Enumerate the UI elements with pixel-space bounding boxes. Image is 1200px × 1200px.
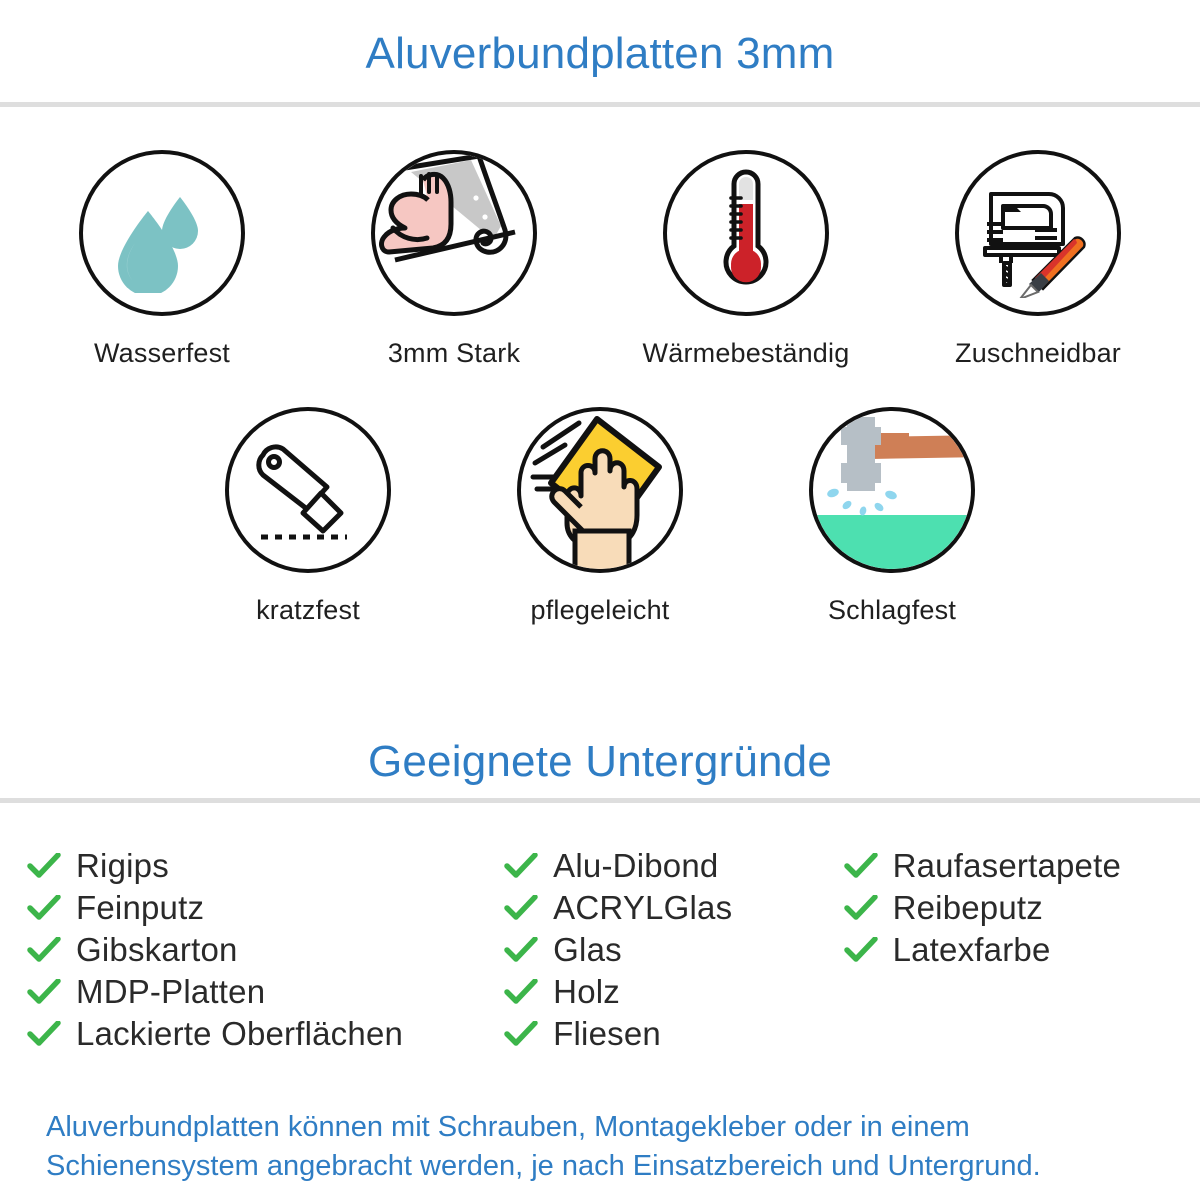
list-item-label: Holz: [553, 973, 620, 1010]
list-item-label: Alu-Dibond: [553, 847, 719, 884]
list-item-label: Gibskarton: [76, 931, 238, 968]
feature-label: kratzfest: [256, 595, 360, 625]
check-mark-icon: [24, 977, 64, 1007]
feature-circle: [663, 150, 829, 316]
check-mark-icon: [841, 893, 881, 923]
list-item[interactable]: Holz: [501, 971, 840, 1013]
list-item-label: Fliesen: [553, 1015, 661, 1052]
check-mark-icon: [501, 851, 541, 881]
page-title: Aluverbundplatten 3mm: [365, 29, 835, 78]
feature-3mm-stark[interactable]: 3mm Stark: [339, 150, 569, 369]
thermometer-icon: [723, 169, 769, 285]
check-mark-icon: [24, 851, 64, 881]
list-item[interactable]: Feinputz: [24, 887, 501, 929]
check-mark-icon: [501, 1019, 541, 1049]
jigsaw-cutter-icon: [983, 192, 1086, 298]
list-item-label: Latexfarbe: [892, 931, 1051, 968]
feature-row-2: kratzfest: [0, 407, 1200, 626]
feature-label: pflegeleicht: [530, 595, 670, 625]
substrate-column-2: Alu-Dibond ACRYLGlas Glas Holz Fliesen: [501, 845, 840, 1055]
list-item[interactable]: ACRYLGlas: [501, 887, 840, 929]
section-title-substrates: Geeignete Untergründe: [367, 737, 833, 786]
feature-zuschneidbar[interactable]: Zuschneidbar: [923, 150, 1153, 369]
feature-pflegeleicht[interactable]: pflegeleicht: [485, 407, 715, 626]
list-item-label: ACRYLGlas: [553, 889, 733, 926]
check-mark-icon: [501, 977, 541, 1007]
feature-circle: [955, 150, 1121, 316]
list-item[interactable]: Fliesen: [501, 1013, 840, 1055]
feature-label: Wasserfest: [93, 338, 231, 368]
list-item-label: Reibeputz: [892, 889, 1043, 926]
feature-grid: Wasserfest: [0, 150, 1200, 626]
divider-middle: [0, 798, 1200, 803]
list-item-label: MDP-Platten: [76, 973, 266, 1010]
list-item[interactable]: Rigips: [24, 845, 501, 887]
flexing-arm-icon: [379, 154, 516, 263]
list-item-label: Raufasertapete: [892, 847, 1122, 884]
list-item-label: Feinputz: [76, 889, 205, 926]
feature-circle: [79, 150, 245, 316]
list-item[interactable]: Raufasertapete: [841, 845, 1176, 887]
footer-note: Aluverbundplatten können mit Schrauben, …: [46, 1111, 1041, 1183]
list-item[interactable]: Reibeputz: [841, 887, 1176, 929]
substrate-column-1: Rigips Feinputz Gibskarton MDP-Platten L…: [24, 845, 501, 1055]
list-item[interactable]: Gibskarton: [24, 929, 501, 971]
substrate-column-3: Raufasertapete Reibeputz Latexfarbe: [841, 845, 1176, 1055]
feature-row-1: Wasserfest: [0, 150, 1200, 369]
list-item-label: Lackierte Oberflächen: [76, 1015, 404, 1052]
check-mark-icon: [841, 935, 881, 965]
list-item[interactable]: MDP-Platten: [24, 971, 501, 1013]
feature-label: Zuschneidbar: [955, 338, 1121, 368]
feature-kratzfest[interactable]: kratzfest: [193, 407, 423, 626]
check-mark-icon: [24, 1019, 64, 1049]
check-mark-icon: [24, 935, 64, 965]
feature-label: Schlagfest: [827, 595, 957, 625]
list-item[interactable]: Latexfarbe: [841, 929, 1176, 971]
list-item[interactable]: Lackierte Oberflächen: [24, 1013, 501, 1055]
list-item[interactable]: Glas: [501, 929, 840, 971]
feature-circle: [517, 407, 683, 573]
list-item-label: Rigips: [76, 847, 169, 884]
cutter-knife-icon: [256, 444, 347, 540]
check-mark-icon: [501, 893, 541, 923]
feature-schlagfest[interactable]: Schlagfest: [777, 407, 1007, 626]
check-mark-icon: [501, 935, 541, 965]
check-mark-icon: [841, 851, 881, 881]
check-mark-icon: [24, 893, 64, 923]
substrate-lists: Rigips Feinputz Gibskarton MDP-Platten L…: [0, 845, 1200, 1055]
feature-label: 3mm Stark: [387, 338, 521, 368]
list-item[interactable]: Alu-Dibond: [501, 845, 840, 887]
feature-waermebestaendig[interactable]: Wärmebeständig: [631, 150, 861, 369]
hammer-impact-icon: [813, 417, 971, 569]
hand-cloth-icon: [530, 416, 662, 569]
feature-circle: [225, 407, 391, 573]
feature-circle: [371, 150, 537, 316]
divider-top: [0, 102, 1200, 107]
feature-label: Wärmebeständig: [642, 338, 850, 368]
feature-wasserfest[interactable]: Wasserfest: [47, 150, 277, 369]
water-drops-icon: [118, 197, 198, 293]
feature-circle: [809, 407, 975, 573]
list-item-label: Glas: [553, 931, 622, 968]
